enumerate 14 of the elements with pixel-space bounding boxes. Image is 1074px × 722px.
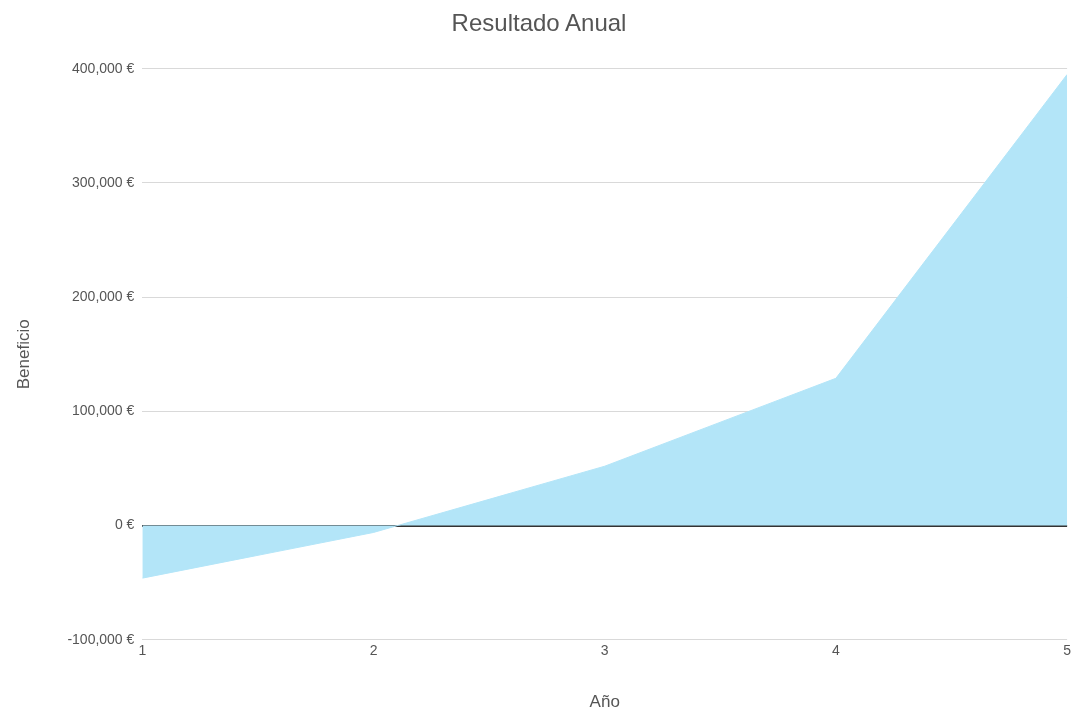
x-tick-label: 1 — [138, 642, 147, 659]
x-tick-label: 5 — [1063, 642, 1072, 659]
x-tick-label: 3 — [600, 642, 609, 659]
y-tick-label: 200,000 € — [72, 288, 135, 305]
chart-title: Resultado Anual — [451, 9, 627, 37]
y-axis-title: Beneficio — [13, 319, 33, 390]
x-tick-label: 4 — [832, 642, 841, 659]
y-tick-label: 100,000 € — [72, 402, 135, 419]
x-tick-label: 2 — [369, 642, 378, 659]
y-tick-label: 400,000 € — [72, 59, 135, 76]
y-tick-label: 300,000 € — [72, 173, 135, 190]
y-tick-label: -100,000 € — [67, 630, 135, 647]
x-axis-title: Año — [589, 692, 620, 712]
y-tick-label: 0 € — [114, 516, 135, 533]
